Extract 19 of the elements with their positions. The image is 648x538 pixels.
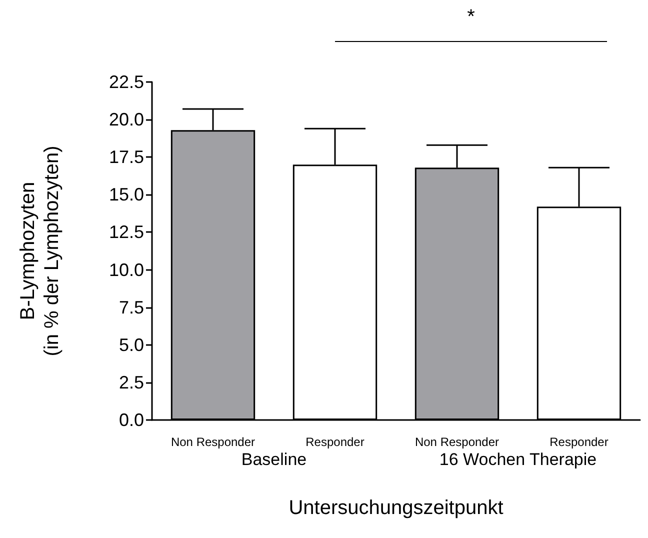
y-tick-label: 0.0 xyxy=(118,410,144,430)
y-axis-title: B-Lymphozyten (in % der Lymphozyten) xyxy=(17,146,63,356)
x-tick-label: Responder xyxy=(306,435,364,449)
y-tick-label: 2.5 xyxy=(118,372,144,392)
y-tick-label: 5.0 xyxy=(118,334,144,355)
y-tick-label: 7.5 xyxy=(118,297,144,318)
y-tick-label: 15.0 xyxy=(108,184,144,205)
y-tick-label: 10.0 xyxy=(108,260,144,280)
text: Baseline xyxy=(241,450,307,470)
x-axis-title: Untersuchungszeitpunkt xyxy=(288,497,504,519)
y-tick-label: 17.5 xyxy=(108,147,144,168)
y-tick-label: 20.0 xyxy=(108,110,144,130)
y-tick-label: 22.5 xyxy=(108,72,144,92)
y-tick-label: 12.5 xyxy=(108,222,144,242)
text: 16 Wochen Therapie xyxy=(439,450,597,470)
x-tick-label: Non Responder xyxy=(414,435,500,449)
x-tick-label: Responder xyxy=(550,435,608,449)
x-tick-label: Non Responder xyxy=(170,435,256,449)
text: * xyxy=(467,6,475,29)
